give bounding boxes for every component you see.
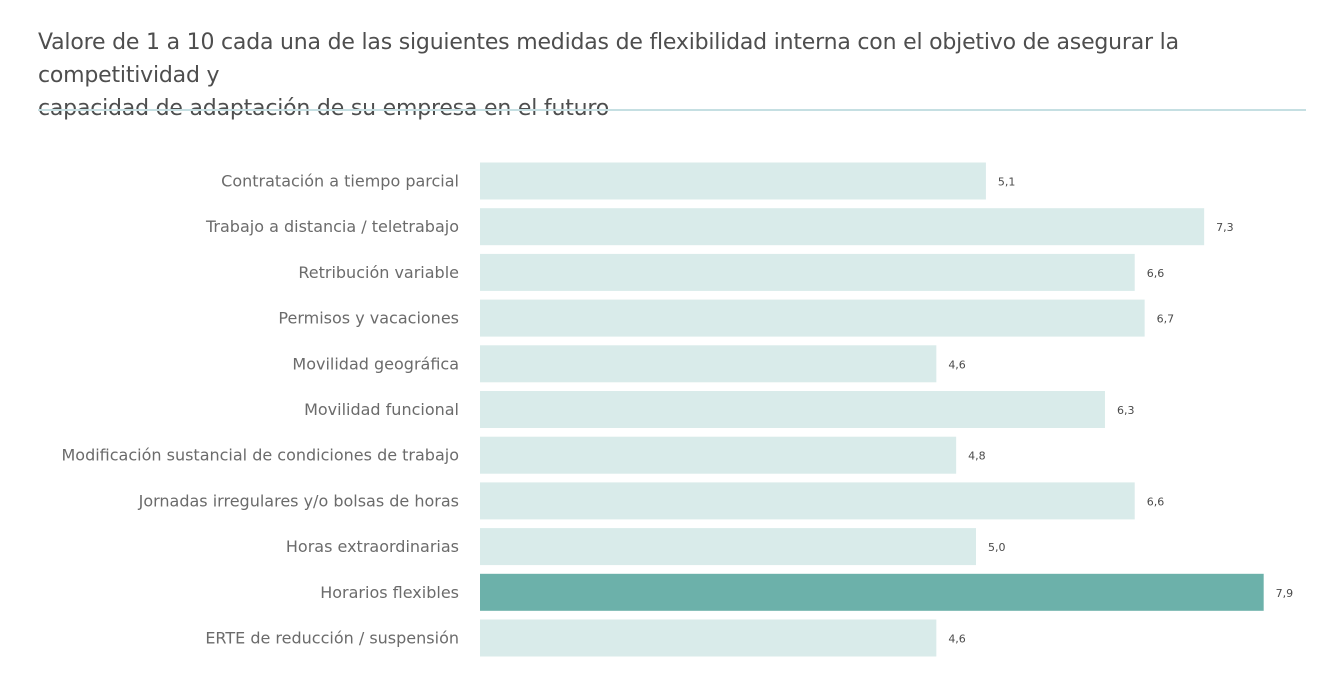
category-label: Jornadas irregulares y/o bolsas de horas: [138, 491, 459, 510]
bar: [480, 162, 986, 200]
bar: [480, 436, 957, 474]
value-label: 7,9: [1276, 587, 1294, 600]
value-label: 6,7: [1157, 313, 1175, 326]
value-label: 5,0: [988, 541, 1006, 554]
category-label: Permisos y vacaciones: [278, 309, 459, 328]
value-label: 6,6: [1147, 267, 1165, 280]
bar-chart: Contratación a tiempo parcial 5,1 Trabajo …: [61, 162, 1294, 657]
chart-title: Valore de 1 a 10 cada una de las siguien…: [38, 26, 1308, 125]
bar: [480, 391, 1105, 428]
value-label: 6,6: [1147, 495, 1165, 508]
category-label: Horas extraordinarias: [286, 537, 459, 556]
category-label: Trabajo a distancia / teletrabajo: [205, 217, 459, 236]
bar: [480, 253, 1135, 291]
bar: [480, 573, 1264, 611]
category-label: Modificación sustancial de condiciones d…: [61, 446, 459, 465]
category-label: Movilidad funcional: [304, 400, 459, 419]
bar: [480, 528, 976, 566]
value-label: 4,6: [948, 633, 966, 646]
category-label: Retribución variable: [298, 263, 459, 282]
title-divider: [38, 109, 1306, 111]
chart-title-line-1: Valore de 1 a 10 cada una de las siguien…: [38, 30, 1179, 88]
value-label: 4,6: [948, 358, 966, 371]
bar: [480, 299, 1145, 337]
bar: [480, 345, 937, 383]
category-label: ERTE de reducción / suspensión: [205, 629, 459, 648]
bar: [480, 208, 1205, 246]
bar: [480, 619, 937, 657]
category-label: Horarios flexibles: [320, 583, 459, 602]
value-label: 7,3: [1216, 221, 1234, 234]
value-label: 5,1: [998, 176, 1016, 189]
chart-title-line-2: capacidad de adaptación de su empresa en…: [38, 96, 609, 121]
value-label: 4,8: [968, 450, 986, 463]
category-label: Movilidad geográfica: [292, 354, 459, 373]
value-label: 6,3: [1117, 404, 1135, 417]
bar: [480, 482, 1135, 520]
category-label: Contratación a tiempo parcial: [221, 172, 459, 191]
